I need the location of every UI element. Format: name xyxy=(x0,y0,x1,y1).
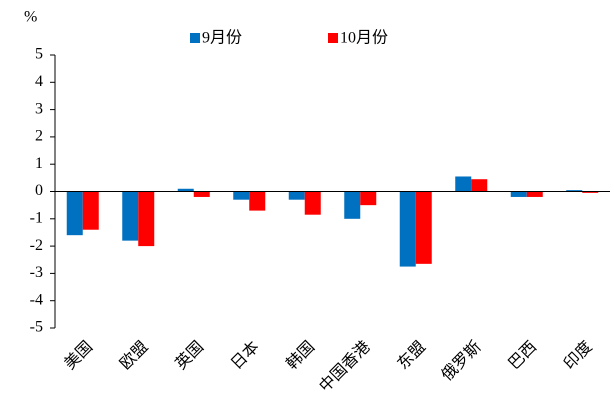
x-tick-label: 俄罗斯 xyxy=(438,338,485,385)
x-tick-label: 韩国 xyxy=(283,338,318,373)
y-tick-label: -2 xyxy=(30,237,43,254)
y-tick-label: 4 xyxy=(35,73,43,90)
y-tick-label: -1 xyxy=(30,209,43,226)
bar xyxy=(82,191,99,230)
y-tick-label: 0 xyxy=(35,182,43,199)
x-tick-label: 中国香港 xyxy=(316,338,374,396)
x-tick-label: 英国 xyxy=(172,338,207,373)
bar xyxy=(138,191,155,247)
y-tick-label: 3 xyxy=(35,100,43,117)
bar xyxy=(526,191,543,197)
bar xyxy=(455,176,472,192)
y-tick-label: 5 xyxy=(35,46,43,63)
legend-swatch xyxy=(190,33,200,43)
y-tick-label: 2 xyxy=(35,128,43,145)
bar xyxy=(399,191,416,267)
bar xyxy=(66,191,83,236)
bar xyxy=(304,191,321,215)
y-tick-label: -4 xyxy=(30,291,43,308)
bar xyxy=(177,188,194,192)
bar xyxy=(360,191,377,206)
x-tick-label: 美国 xyxy=(61,338,96,373)
x-tick-label: 欧盟 xyxy=(116,338,151,373)
bar xyxy=(288,191,305,200)
x-tick-label: 印度 xyxy=(560,338,595,373)
bar xyxy=(193,191,210,197)
x-tick-label: 日本 xyxy=(227,338,262,373)
bar xyxy=(582,191,599,193)
legend-label: 10月份 xyxy=(340,29,388,47)
x-tick-label: 东盟 xyxy=(394,338,429,373)
y-tick-label: -5 xyxy=(30,319,43,336)
bar xyxy=(122,191,139,241)
bar xyxy=(344,191,361,219)
y-axis-label: % xyxy=(24,9,37,26)
bar xyxy=(471,179,488,192)
legend-swatch xyxy=(328,33,338,43)
y-tick-label: 1 xyxy=(35,155,43,172)
bar xyxy=(415,191,432,264)
x-tick-label: 巴西 xyxy=(506,338,541,373)
bar xyxy=(510,191,527,197)
bar xyxy=(566,190,583,192)
y-tick-label: -3 xyxy=(30,264,43,281)
bar xyxy=(249,191,266,211)
bar xyxy=(233,191,250,200)
legend-label: 9月份 xyxy=(202,29,242,47)
